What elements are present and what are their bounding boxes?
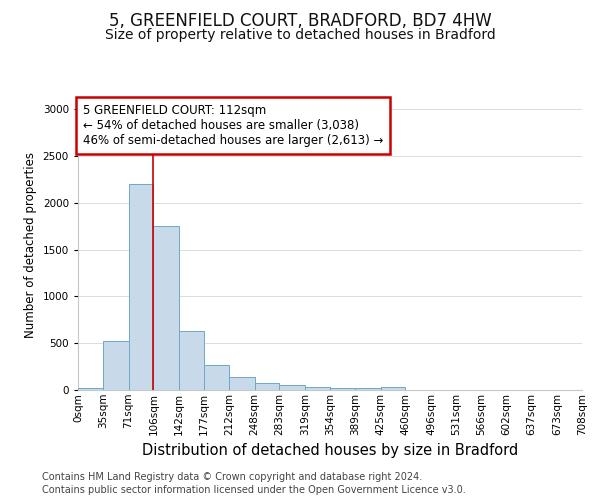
Text: 5 GREENFIELD COURT: 112sqm
← 54% of detached houses are smaller (3,038)
46% of s: 5 GREENFIELD COURT: 112sqm ← 54% of deta… [83,104,383,148]
X-axis label: Distribution of detached houses by size in Bradford: Distribution of detached houses by size … [142,443,518,458]
Text: Size of property relative to detached houses in Bradford: Size of property relative to detached ho… [104,28,496,42]
Text: Contains public sector information licensed under the Open Government Licence v3: Contains public sector information licen… [42,485,466,495]
Text: Contains HM Land Registry data © Crown copyright and database right 2024.: Contains HM Land Registry data © Crown c… [42,472,422,482]
Bar [128,184,154,390]
Y-axis label: Number of detached properties: Number of detached properties [24,152,37,338]
Bar [229,378,254,390]
Bar [380,386,406,390]
Bar [154,226,179,390]
Bar [204,365,229,390]
Bar [305,386,330,390]
Text: 5, GREENFIELD COURT, BRADFORD, BD7 4HW: 5, GREENFIELD COURT, BRADFORD, BD7 4HW [109,12,491,30]
Bar [179,330,204,390]
Bar [355,388,380,390]
Bar [103,342,128,390]
Bar [280,386,305,390]
Bar [254,382,280,390]
Bar [78,388,103,390]
Bar [330,388,355,390]
